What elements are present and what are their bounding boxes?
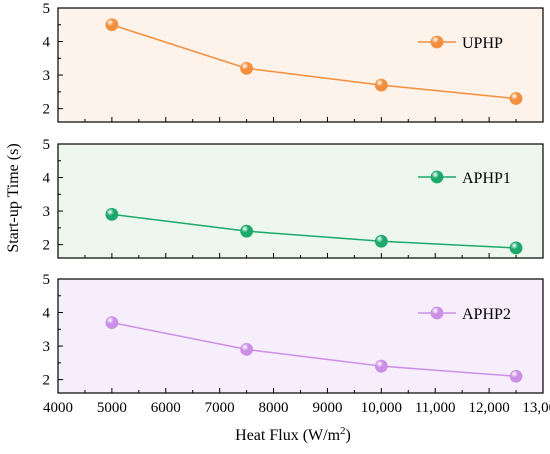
data-point bbox=[510, 370, 522, 382]
x-tick-label: 12,000 bbox=[468, 400, 509, 416]
y-axis-title: Start-up Time (s) bbox=[5, 143, 22, 252]
data-point bbox=[510, 93, 522, 105]
data-point bbox=[241, 225, 253, 237]
y-tick-label: 5 bbox=[43, 137, 51, 153]
x-axis-title: Heat Flux (W/m2) bbox=[235, 425, 351, 444]
panels-layer: 2 3 4 5 UPHP 2 3 4 5 APHP1 2 3 4 5 APHP2 4000 5000 6000 70… bbox=[43, 1, 550, 416]
y-tick-label: 5 bbox=[43, 272, 51, 288]
data-point bbox=[510, 242, 522, 254]
y-tick-label: 3 bbox=[43, 339, 51, 355]
data-point bbox=[106, 208, 118, 220]
data-point bbox=[241, 343, 253, 355]
x-axis-title-end: ) bbox=[346, 427, 351, 444]
data-point bbox=[375, 79, 387, 91]
legend-label: APHP2 bbox=[462, 306, 511, 323]
y-tick-label: 5 bbox=[43, 1, 51, 17]
legend-label: APHP1 bbox=[462, 170, 511, 187]
panel-background bbox=[58, 8, 543, 122]
legend-marker bbox=[431, 171, 443, 183]
x-tick-label: 13,000 bbox=[522, 400, 550, 416]
y-tick-label: 2 bbox=[43, 238, 51, 254]
x-tick-label: 4000 bbox=[43, 400, 73, 416]
y-tick-label: 2 bbox=[43, 373, 51, 389]
data-point bbox=[375, 235, 387, 247]
legend-label: UPHP bbox=[462, 35, 503, 52]
data-point bbox=[241, 62, 253, 74]
y-tick-label: 4 bbox=[43, 306, 51, 322]
x-tick-label: 10,000 bbox=[361, 400, 402, 416]
x-tick-label: 11,000 bbox=[415, 400, 456, 416]
y-tick-label: 2 bbox=[43, 102, 51, 118]
y-tick-label: 3 bbox=[43, 68, 51, 84]
panel-2: 2 3 4 5 APHP1 bbox=[43, 137, 544, 258]
x-tick-label: 8000 bbox=[259, 400, 289, 416]
data-point bbox=[106, 19, 118, 31]
data-point bbox=[375, 360, 387, 372]
data-point bbox=[106, 317, 118, 329]
x-tick-label: 5000 bbox=[97, 400, 127, 416]
panel-3: 2 3 4 5 APHP2 bbox=[43, 272, 544, 393]
panel-background bbox=[58, 144, 543, 258]
x-tick-label: 6000 bbox=[151, 400, 181, 416]
panel-background bbox=[58, 279, 543, 393]
legend-marker bbox=[431, 36, 443, 48]
y-tick-label: 4 bbox=[43, 171, 51, 187]
y-tick-label: 3 bbox=[43, 204, 51, 220]
x-axis-title-main: Heat Flux (W/m bbox=[235, 427, 340, 444]
x-tick-label: 7000 bbox=[205, 400, 235, 416]
y-tick-label: 4 bbox=[43, 35, 51, 51]
legend-marker bbox=[431, 307, 443, 319]
panel-1: 2 3 4 5 UPHP bbox=[43, 1, 544, 122]
x-tick-label: 9000 bbox=[312, 400, 342, 416]
